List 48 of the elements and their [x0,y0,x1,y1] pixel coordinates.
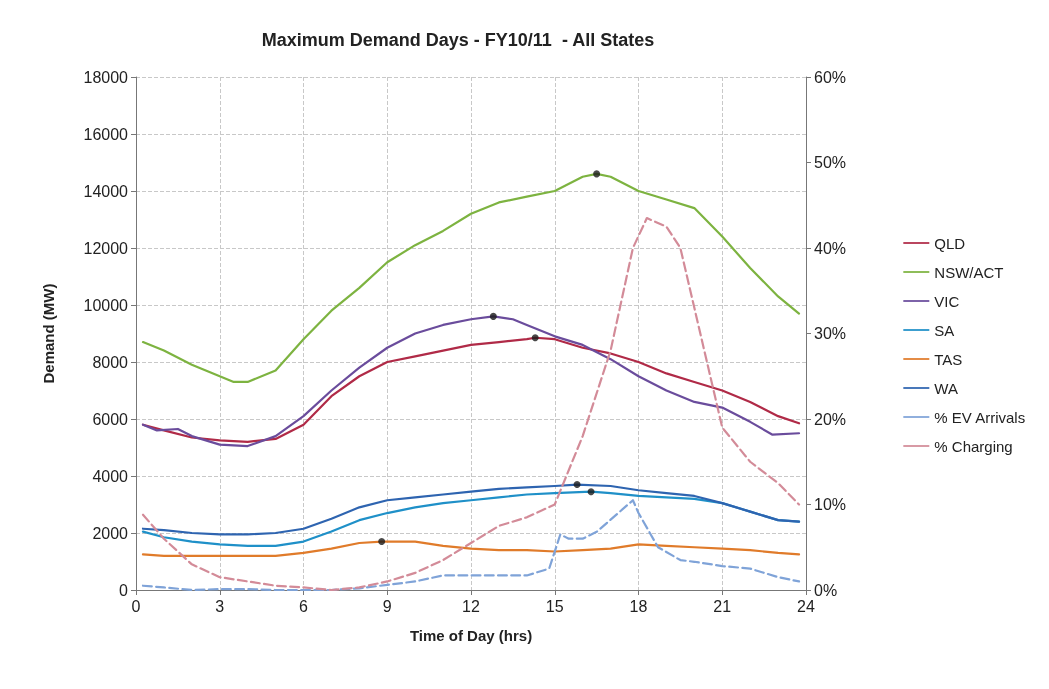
y2-tick-label: 30% [814,325,847,342]
point [587,488,595,496]
point [489,312,497,320]
y-tick-label: 8000 [92,353,129,371]
y2-tick-label: 0% [814,581,838,599]
y-tick-label: 12000 [83,239,129,257]
line-series [141,483,801,536]
x-tick-label: 15 [545,597,564,615]
x-tick-label: 12 [462,597,480,615]
y2-tick-label: 40% [814,239,847,257]
x-tick-label: 3 [215,597,225,615]
y2-tick-label: 60% [814,68,847,86]
y-tick-label: 10000 [83,296,129,314]
x-tick-label: 18 [629,597,648,615]
x-tick-label: 24 [797,597,815,615]
y-tick-label: 2000 [92,524,129,542]
chart-title: Maximum Demand Days - FY10/11 - All States [261,30,655,50]
legend-label: WA [934,379,958,397]
x-axis-title: Time of Day (hrs) [409,627,533,644]
line-series [141,172,801,384]
legend-label: % Charging [934,437,1013,455]
x-tick-label: 0 [131,597,141,615]
point [378,538,386,546]
y-tick-label: 0 [119,581,129,599]
y-tick-label: 6000 [92,410,129,428]
y-axis-title: Demand (MW) [40,283,57,384]
y2-tick-label: 10% [814,496,847,513]
y-tick-label: 14000 [83,182,129,200]
x-tick-label: 21 [713,597,732,615]
y2-tick-label: 20% [814,410,847,428]
line-series [141,216,801,592]
y-tick-label: 18000 [83,68,129,86]
x-tick-label: 6 [299,597,309,615]
x-tick-label: 9 [382,597,392,615]
point [573,481,581,489]
point [531,334,539,342]
legend-label: TAS [934,350,963,368]
y-tick-label: 16000 [83,125,129,143]
line-series [141,540,801,557]
line-series [141,499,801,592]
legend-label: VIC [934,292,960,310]
y2-tick-label: 50% [814,154,847,171]
legend-label: NSW/ACT [934,263,1004,281]
legend-label: QLD [934,234,966,252]
legend-label: % EV Arrivals [934,408,1026,426]
point [593,170,601,178]
legend-label: SA [934,321,955,339]
y-tick-label: 4000 [92,467,129,485]
